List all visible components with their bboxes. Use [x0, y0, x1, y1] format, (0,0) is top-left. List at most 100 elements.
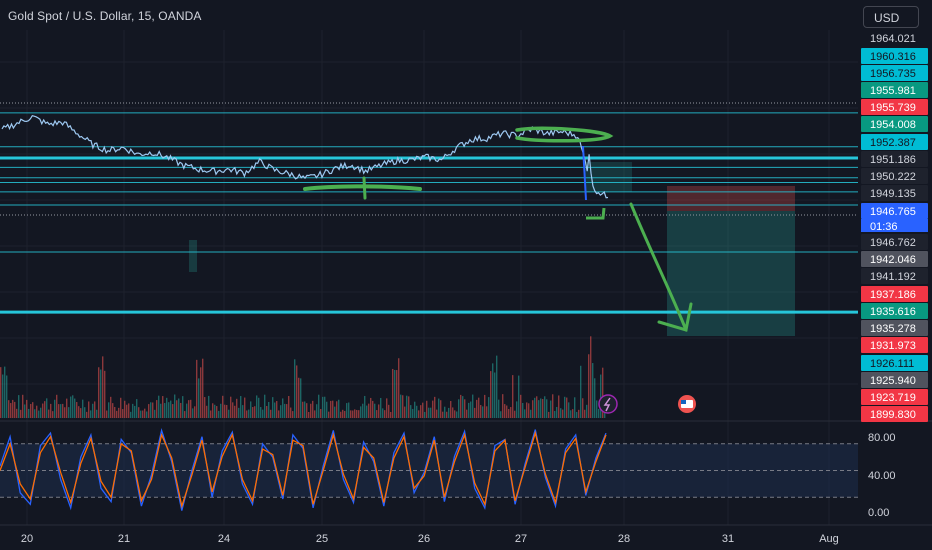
- price-label: 1899.830: [870, 409, 916, 421]
- price-label: 1950.222: [870, 171, 916, 183]
- price-label: 1960.316: [870, 51, 916, 63]
- volume-bar: [494, 372, 496, 418]
- volume-bar: [78, 406, 80, 418]
- volume-bar: [304, 401, 306, 418]
- volume-bar: [558, 395, 560, 418]
- price-label-bg: [861, 355, 928, 371]
- volume-bar: [130, 411, 132, 418]
- volume-bar: [392, 368, 394, 418]
- volume-bar: [278, 410, 280, 418]
- volume-bar: [246, 410, 248, 418]
- price-label-bg: [861, 99, 928, 115]
- volume-bar: [506, 405, 508, 418]
- volume-bar: [270, 409, 272, 418]
- lightning-icon: [598, 394, 618, 414]
- volume-bar: [500, 411, 502, 418]
- volume-bar: [96, 409, 98, 418]
- volume-bar: [362, 403, 364, 418]
- volume-bar: [384, 410, 386, 418]
- volume-bar: [516, 401, 518, 418]
- countdown-label: 01:36: [870, 221, 898, 233]
- volume-bar: [110, 396, 112, 418]
- currency-button[interactable]: USD: [863, 6, 919, 28]
- volume-bar: [104, 370, 106, 418]
- volume-bar: [358, 410, 360, 418]
- volume-bar: [402, 395, 404, 418]
- volume-bar: [44, 401, 46, 418]
- volume-bar: [156, 400, 158, 418]
- volume-bar: [308, 411, 310, 418]
- price-label-bg: [861, 320, 928, 336]
- volume-bar: [600, 374, 602, 418]
- symbol-title: Gold Spot / U.S. Dollar, 15, OANDA: [8, 9, 202, 23]
- stoch-axis-label: 80.00: [868, 432, 896, 444]
- volume-bar: [158, 395, 160, 418]
- volume-bar: [298, 377, 300, 418]
- volume-bar: [28, 408, 30, 418]
- time-tick-20: 20: [21, 533, 33, 545]
- volume-bar: [136, 399, 138, 418]
- volume-bar: [514, 410, 516, 418]
- volume-bar: [142, 410, 144, 418]
- price-label: 1964.021: [870, 33, 916, 45]
- volume-bar: [478, 397, 480, 418]
- volume-bar: [496, 355, 498, 418]
- volume-bar: [416, 405, 418, 418]
- volume-bar: [22, 394, 24, 418]
- volume-bar: [480, 405, 482, 418]
- volume-bar: [598, 408, 600, 418]
- price-label-bg: [861, 82, 928, 98]
- volume-bar: [148, 404, 150, 418]
- volume-bar: [568, 402, 570, 418]
- volume-bar: [184, 411, 186, 418]
- volume-bar: [530, 409, 532, 418]
- volume-bar: [56, 394, 58, 418]
- volume-bar: [372, 400, 374, 418]
- price-label: 1925.940: [870, 375, 916, 387]
- price-label: 1952.387: [870, 137, 916, 149]
- volume-bar: [214, 404, 216, 418]
- volume-bar: [484, 394, 486, 418]
- volume-bar: [264, 394, 266, 418]
- volume-bar: [242, 405, 244, 418]
- volume-bar: [366, 405, 368, 418]
- volume-bar: [548, 411, 550, 418]
- volume-bar: [394, 369, 396, 418]
- volume-bar: [386, 398, 388, 418]
- volume-bar: [356, 409, 358, 418]
- target-arrow-shaft: [629, 202, 688, 332]
- volume-bar: [518, 375, 520, 418]
- volume-bar: [106, 410, 108, 418]
- volume-bar: [582, 398, 584, 418]
- volume-bar: [578, 409, 580, 418]
- volume-bar: [454, 410, 456, 418]
- price-label-bg: [861, 303, 928, 319]
- volume-bar: [306, 403, 308, 418]
- volume-bar: [512, 375, 514, 418]
- volume-bar: [200, 367, 202, 418]
- volume-bar: [116, 410, 118, 418]
- price-label: 1935.616: [870, 306, 916, 318]
- volume-bar: [236, 398, 238, 418]
- volume-bar: [90, 410, 92, 418]
- volume-bar: [208, 395, 210, 418]
- volume-bar: [522, 402, 524, 418]
- price-label-bg: [861, 168, 928, 184]
- price-label: 1955.739: [870, 102, 916, 114]
- volume-bar: [248, 409, 250, 418]
- countdown-bg: [861, 219, 928, 232]
- volume-bar: [256, 395, 258, 418]
- volume-bar: [232, 402, 234, 418]
- volume-bar: [238, 407, 240, 418]
- volume-bar: [364, 395, 366, 418]
- volume-bar: [350, 410, 352, 418]
- volume-bar: [570, 410, 572, 418]
- volume-bar: [134, 405, 136, 418]
- price-label: 1942.046: [870, 254, 916, 266]
- volume-bar: [174, 394, 176, 418]
- price-label: 1941.192: [870, 271, 916, 283]
- time-tick-27: 27: [515, 533, 527, 545]
- volume-bar: [468, 402, 470, 418]
- volume-bar: [406, 395, 408, 418]
